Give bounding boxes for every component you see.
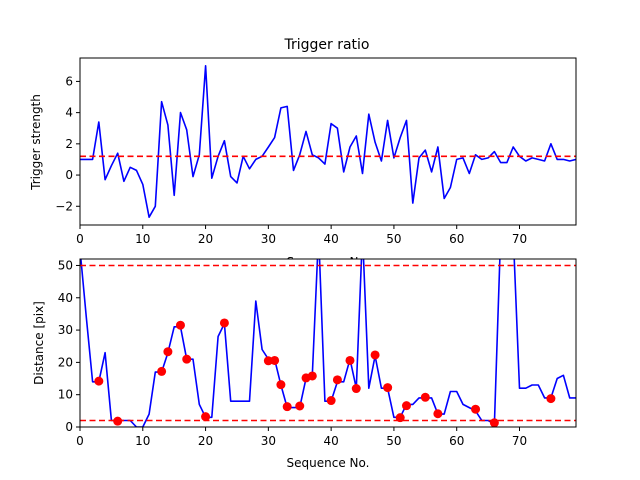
marker-point (219, 318, 229, 328)
chart-title: Trigger ratio (283, 37, 369, 53)
marker-point (471, 404, 481, 414)
marker-point (489, 418, 499, 427)
marker-point (163, 347, 173, 357)
marker-point (113, 416, 123, 426)
marker-point (351, 384, 361, 394)
x-tick-label: 30 (261, 434, 276, 448)
x-tick-label: 30 (261, 232, 276, 246)
x-ticks-bottom: 0 10 20 30 40 50 60 70 (76, 427, 527, 448)
y-tick-label: 20 (58, 355, 73, 369)
x-tick-label: 10 (135, 434, 150, 448)
axes-frame-bottom (79, 258, 577, 428)
x-tick-label: 20 (198, 232, 213, 246)
y-tick-label: 4 (65, 106, 73, 120)
marker-point (94, 376, 104, 386)
marker-point (433, 409, 443, 419)
x-tick-label: 10 (135, 232, 150, 246)
x-tick-label: 0 (76, 232, 84, 246)
y-ticks-bottom: 0 10 20 30 40 50 (58, 258, 80, 434)
x-tick-label: 70 (512, 232, 527, 246)
marker-point (370, 350, 380, 360)
marker-point (395, 413, 405, 423)
x-tick-label: 20 (198, 434, 213, 448)
y-axis-label-top: Trigger strength (29, 94, 43, 191)
x-axis-label-bottom: Sequence No. (287, 456, 370, 470)
marker-point (345, 355, 355, 365)
y-tick-label: 10 (58, 388, 73, 402)
y-tick-label: 50 (58, 258, 73, 272)
y-tick-label: 30 (58, 323, 73, 337)
marker-point (420, 392, 430, 402)
x-tick-label: 40 (323, 434, 338, 448)
marker-point (201, 412, 211, 422)
marker-point (332, 375, 342, 385)
marker-point (270, 355, 280, 365)
marker-point (295, 401, 305, 411)
y-tick-label: 40 (58, 291, 73, 305)
marker-point (401, 401, 411, 411)
x-tick-label: 50 (386, 434, 401, 448)
plot-area-top (80, 65, 576, 218)
marker-point (157, 366, 167, 376)
marker-point (282, 402, 292, 412)
marker-point (383, 383, 393, 393)
series-line (80, 65, 576, 218)
y-axis-label-bottom: Distance [pix] (32, 301, 46, 385)
marker-point (276, 380, 286, 390)
x-ticks-top: 0 10 20 30 40 50 60 70 (76, 225, 527, 246)
y-tick-label: −2 (55, 199, 73, 213)
marker-point (326, 396, 336, 406)
marker-point (175, 320, 185, 330)
x-tick-label: 70 (512, 434, 527, 448)
marker-point (182, 354, 192, 364)
y-tick-label: 0 (65, 420, 73, 434)
axes-frame-top (79, 57, 577, 226)
x-tick-label: 40 (323, 232, 338, 246)
y-tick-label: 2 (65, 137, 73, 151)
x-tick-label: 60 (449, 232, 464, 246)
marker-point (307, 371, 317, 381)
subplot-distance: 0 10 20 30 40 50 60 70 0 10 20 30 40 50 Sequence No.… (32, 258, 577, 470)
marker-point (546, 394, 556, 404)
y-ticks-top: −2 0 2 4 6 (55, 74, 80, 213)
x-tick-label: 60 (449, 434, 464, 448)
y-tick-label: 0 (65, 168, 73, 182)
x-tick-label: 0 (76, 434, 84, 448)
plot-area-bottom (80, 259, 576, 427)
y-tick-label: 6 (65, 74, 73, 88)
x-tick-label: 50 (386, 232, 401, 246)
